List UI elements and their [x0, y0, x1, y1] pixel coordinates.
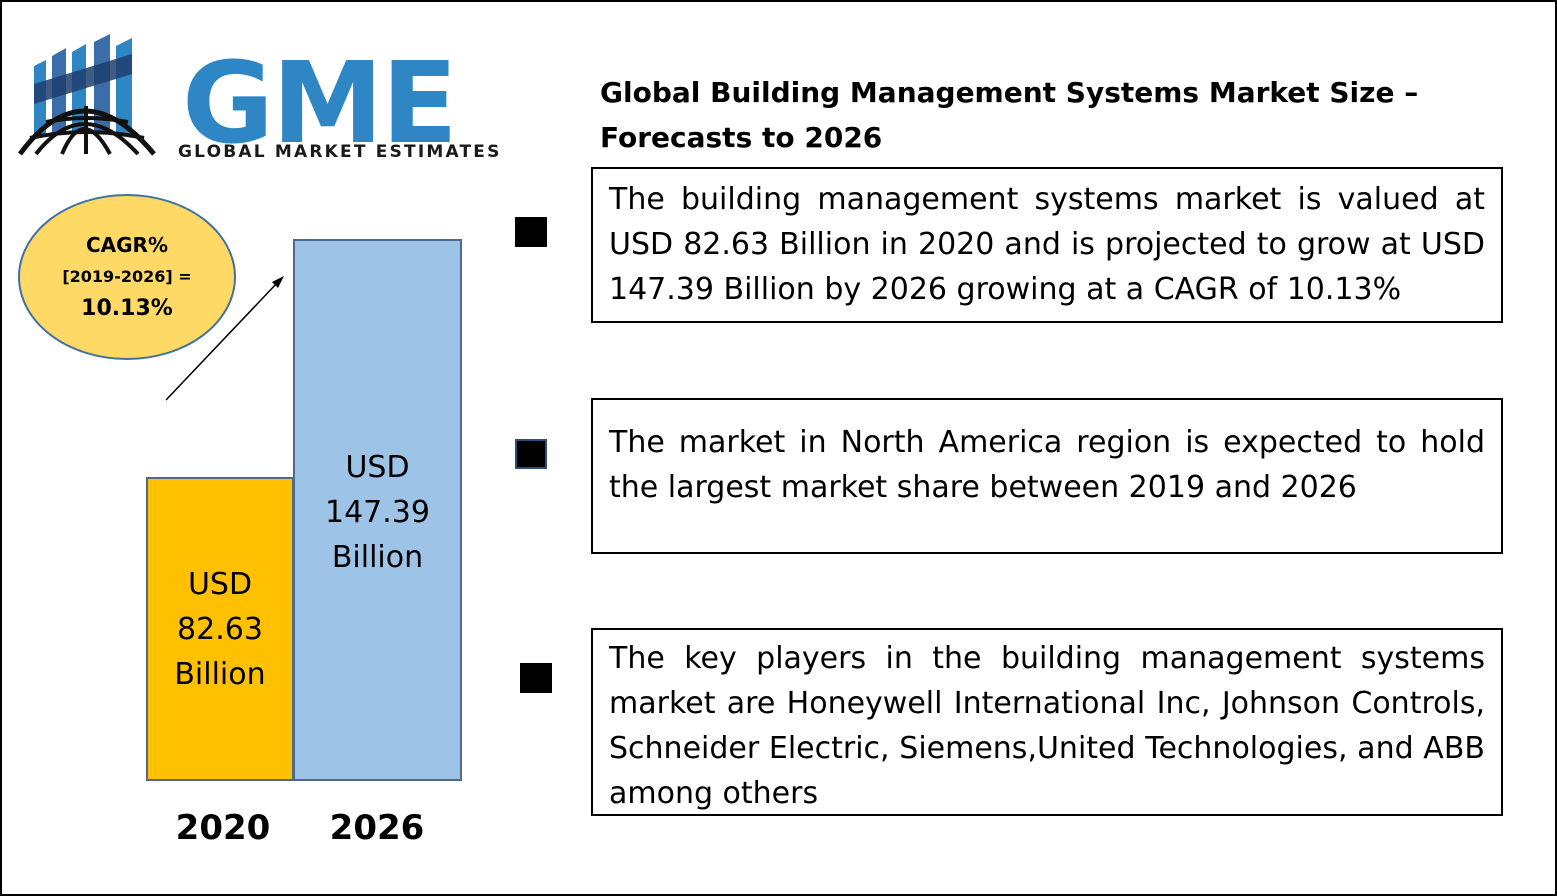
bar-data-label-line: Billion [331, 540, 424, 575]
cagr-value: 10.13% [81, 296, 173, 321]
info-text: The key players in the building manageme… [609, 641, 1485, 811]
cagr-period: [2019-2026] = [62, 267, 192, 286]
bullet-marker [520, 663, 552, 693]
bar-data-label-line: USD [345, 450, 410, 485]
globe-bars-icon [17, 34, 156, 156]
x-tick-label: 2020 [175, 808, 271, 848]
gme-logo: GME GLOBAL MARKET ESTIMATES [16, 34, 526, 169]
bar-data-label-line: 82.63 [177, 611, 263, 647]
logo-wordmark: GME [182, 39, 458, 169]
bar-data-label-line: 147.39 [325, 495, 430, 530]
x-tick-label: 2026 [329, 808, 425, 848]
page-title: Global Building Management Systems Marke… [600, 76, 1419, 154]
bar-2020: USD 82.63 Billion [146, 477, 294, 781]
info-box-north-america: The market in North America region is ex… [591, 398, 1503, 554]
info-box-key-players: The key players in the building manageme… [591, 628, 1503, 816]
bullet-marker [515, 439, 547, 469]
bar-2026: USD 147.39 Billion [293, 239, 462, 781]
info-text: The building management systems market i… [609, 182, 1485, 307]
info-text: The market in North America region is ex… [609, 425, 1485, 505]
cagr-bubble: CAGR% [2019-2026] = 10.13% [18, 194, 236, 360]
cagr-label: CAGR% [85, 233, 168, 257]
bullet-marker [515, 217, 547, 247]
bar-data-label-line: Billion [174, 656, 266, 692]
info-box-market-value: The building management systems market i… [591, 167, 1503, 323]
bar-data-label: USD 82.63 Billion [174, 562, 265, 697]
growth-arrow-icon [165, 276, 284, 401]
logo-subtitle: GLOBAL MARKET ESTIMATES [178, 142, 502, 162]
bar-data-label-line: USD [187, 566, 253, 602]
bar-data-label: USD 147.39 Billion [325, 445, 430, 580]
